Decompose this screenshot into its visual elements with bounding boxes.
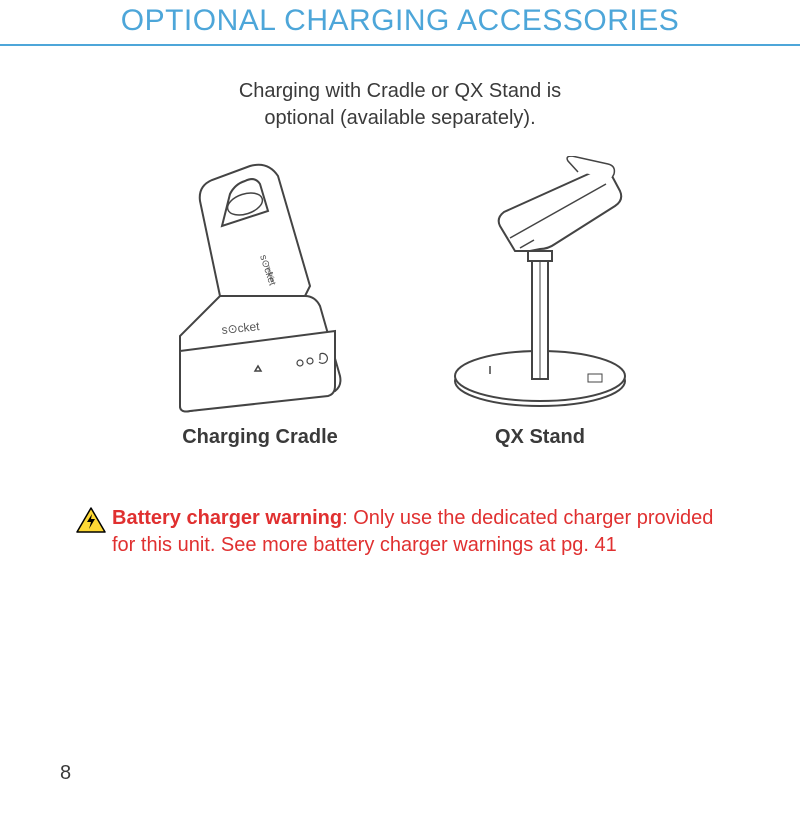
title-divider [0, 44, 800, 46]
stand-label: QX Stand [495, 426, 585, 449]
warning-row: Battery charger warning: Only use the de… [60, 505, 740, 559]
product-stand: QX Stand [430, 156, 650, 449]
subtitle-line-1: Charging with Cradle or QX Stand is [239, 80, 561, 102]
products-row: s⊙cket mobile s⊙cket Charging Cradle [60, 156, 740, 449]
cradle-image: s⊙cket mobile s⊙cket [150, 156, 370, 416]
subtitle-line-2: optional (available separately). [264, 107, 535, 129]
stand-icon [430, 156, 650, 416]
cradle-icon: s⊙cket mobile s⊙cket [150, 156, 370, 416]
cradle-label: Charging Cradle [182, 426, 338, 449]
warning-bold: Battery charger warning [112, 507, 342, 529]
product-cradle: s⊙cket mobile s⊙cket Charging Cradle [150, 156, 370, 449]
warning-text: Battery charger warning: Only use the de… [112, 505, 724, 559]
subtitle: Charging with Cradle or QX Stand is opti… [60, 78, 740, 132]
electrical-warning-icon [76, 507, 106, 534]
stand-image [430, 156, 650, 416]
page-number: 8 [60, 762, 71, 785]
page-title: OPTIONAL CHARGING ACCESSORIES [60, 0, 740, 38]
